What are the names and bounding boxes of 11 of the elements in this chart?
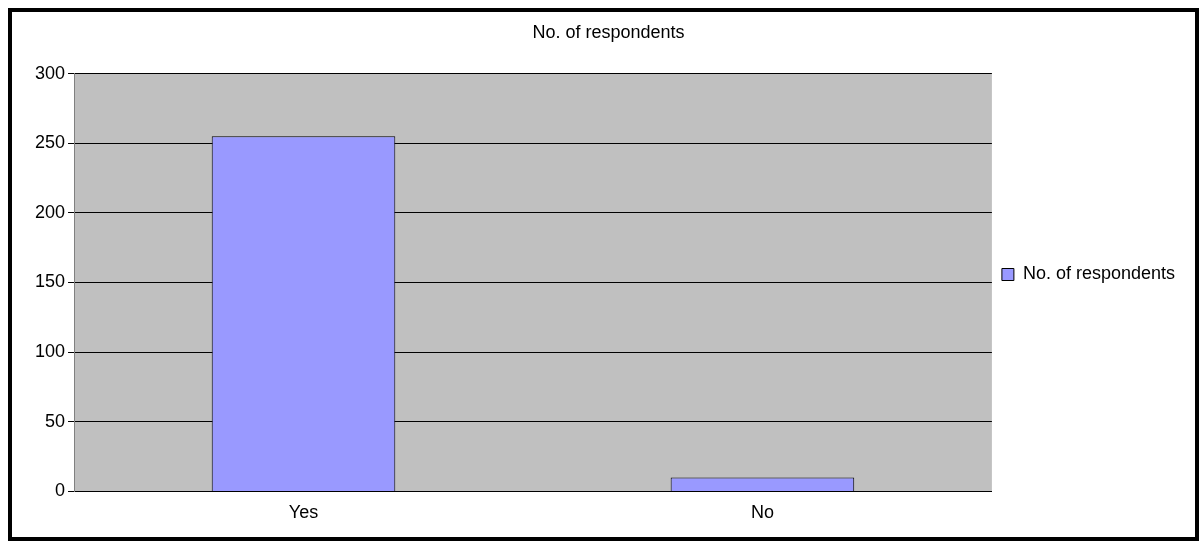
y-tick-label: 200 xyxy=(34,201,66,222)
x-tick-label: No xyxy=(750,502,774,523)
chart-title: No. of respondents xyxy=(532,21,685,42)
y-tick-label: 50 xyxy=(45,410,66,431)
y-tick-label: 250 xyxy=(34,132,66,153)
y-tick-label: 0 xyxy=(55,480,66,501)
legend-label: No. of respondents xyxy=(1022,263,1176,284)
y-tick-label: 300 xyxy=(34,62,66,83)
y-tick-label: 150 xyxy=(34,271,66,292)
y-tick-label: 100 xyxy=(34,341,66,362)
x-tick-label: Yes xyxy=(288,502,319,523)
